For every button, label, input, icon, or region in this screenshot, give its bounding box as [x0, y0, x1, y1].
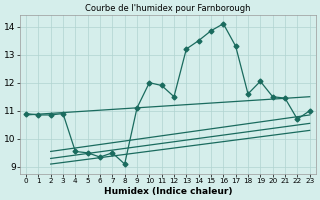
X-axis label: Humidex (Indice chaleur): Humidex (Indice chaleur) — [104, 187, 232, 196]
Title: Courbe de l'humidex pour Farnborough: Courbe de l'humidex pour Farnborough — [85, 4, 251, 13]
